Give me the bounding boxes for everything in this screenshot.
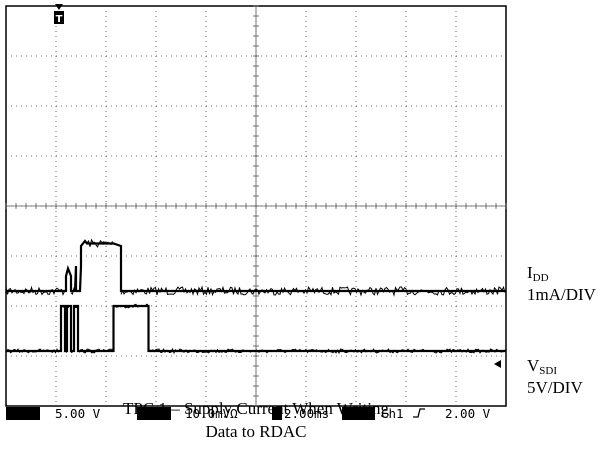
waveform-traces xyxy=(5,238,506,355)
trace-noise-dd xyxy=(5,238,506,297)
idd-label-sub: DD xyxy=(532,272,549,284)
caption-line-2: Data to RDAC xyxy=(205,422,307,441)
status-timebase: 2.00ms xyxy=(284,406,329,421)
status-trigger-source: Ch1 xyxy=(381,406,404,421)
idd-scale-label: 1mA/DIV xyxy=(527,285,596,304)
idd-label-main: I xyxy=(527,263,533,282)
trace-noise-sdi xyxy=(5,303,506,355)
vsdi-label-main: V xyxy=(527,356,540,375)
caption-line-1: TPC 1 – Supply Current When Writing xyxy=(123,399,389,418)
status-ch1-marker xyxy=(6,407,40,420)
status-ch2-volts: 10.0mVΩ xyxy=(185,406,238,421)
status-ch2-marker xyxy=(137,407,171,420)
graticule xyxy=(5,5,507,407)
status-trigger-marker xyxy=(342,407,375,420)
trigger-marker: T xyxy=(54,4,64,25)
ground-level-arrow-icon xyxy=(494,360,501,368)
status-trigger-level: 2.00 V xyxy=(445,406,491,421)
idd-channel-label: IDD xyxy=(527,263,549,284)
vsdi-channel-label: VSDI xyxy=(527,356,558,377)
status-bar: 5.00 V 10.0mVΩ 2.00ms Ch1 2.00 V xyxy=(6,406,506,421)
figure-caption: TPC 1 – Supply Current When Writing Data… xyxy=(6,397,506,443)
trigger-marker-label: T xyxy=(56,14,63,25)
rising-edge-icon xyxy=(413,408,425,418)
vsdi-label-sub: SDI xyxy=(539,365,558,377)
status-ch1-volts: 5.00 V xyxy=(55,406,101,421)
status-timebase-marker xyxy=(272,407,282,420)
vsdi-scale-label: 5V/DIV xyxy=(527,378,583,397)
